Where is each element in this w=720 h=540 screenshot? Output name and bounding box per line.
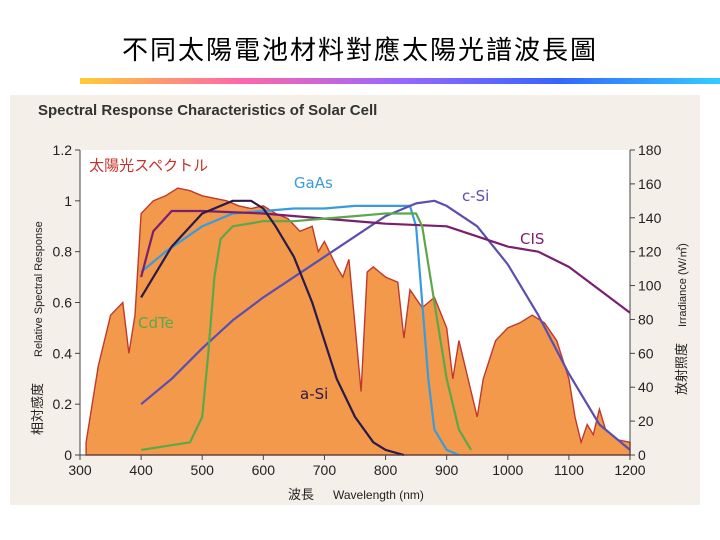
x-tick-label: 1200 — [614, 462, 645, 478]
x-axis-label-cn: 波長 — [288, 488, 314, 503]
x-tick-label: 800 — [374, 462, 398, 478]
y2-tick-label: 180 — [638, 142, 662, 158]
y-tick-label: 1.2 — [53, 142, 73, 158]
x-tick-label: 1000 — [492, 462, 523, 478]
y2-tick-label: 80 — [638, 311, 654, 327]
x-tick-label: 700 — [313, 462, 337, 478]
y2-axis-label-cn: 放射照度 — [674, 343, 690, 395]
series-line-gaas — [140, 204, 460, 457]
slide-title: 不同太陽電池材料對應太陽光譜波長圖 — [121, 36, 598, 66]
y2-tick-label: 120 — [638, 244, 662, 260]
y-tick-label: 0.2 — [53, 396, 73, 412]
chart-title: Spectral Response Characteristics of Sol… — [38, 102, 377, 119]
y2-tick-label: 140 — [638, 210, 662, 226]
y2-tick-label: 160 — [638, 176, 662, 192]
y-axis-label-cn: 相対感度 — [30, 383, 46, 435]
x-tick-label: 400 — [129, 462, 153, 478]
x-tick-label: 300 — [68, 462, 92, 478]
series-line-c-si — [140, 199, 631, 451]
y2-tick-label: 60 — [638, 345, 654, 361]
annotation-c-si: c-Si — [462, 187, 489, 205]
y2-tick-label: 40 — [638, 379, 654, 395]
title-rule — [80, 78, 720, 84]
y-tick-label: 0.4 — [53, 345, 73, 361]
annotation-layer: 太陽光スペクトル GaAs c-Si CIS CdTe a-Si — [89, 156, 544, 403]
solar-spectrum-area — [85, 187, 631, 456]
annotation-a-si: a-Si — [300, 385, 328, 403]
x-tick-label: 500 — [191, 462, 215, 478]
y-tick-label: 0.8 — [53, 244, 73, 260]
y-tick-label: 0.6 — [53, 295, 73, 311]
y2-tick-label: 20 — [638, 413, 654, 429]
annotation-cis: CIS — [520, 230, 544, 248]
x-tick-label: 1100 — [554, 462, 584, 478]
x-tick-label: 900 — [435, 462, 459, 478]
y2-tick-label: 0 — [638, 447, 646, 463]
annotation-spectrum: 太陽光スペクトル — [89, 156, 208, 174]
x-axis-label-en: Wavelength (nm) — [333, 488, 424, 502]
series-line-cdte — [140, 212, 473, 451]
axis-layer: 300 400 500 600 700 800 900 1000 1100 120000.20.4… — [53, 142, 662, 478]
y2-axis-label-en: Irradiance (W/㎡) — [676, 243, 689, 327]
chart-panel: Spectral Response Characteristics of Sol… — [10, 95, 700, 505]
series-layer — [140, 199, 631, 457]
y-tick-label: 1 — [64, 193, 72, 209]
series-line-a-si — [140, 199, 405, 457]
spectral-response-chart: Spectral Response Characteristics of Sol… — [30, 102, 690, 503]
y-axis-label-en: Relative Spectral Response — [33, 221, 45, 357]
series-line-cis — [140, 209, 631, 314]
spectrum-layer — [85, 187, 631, 456]
y2-tick-label: 100 — [638, 278, 662, 294]
annotation-gaas: GaAs — [294, 174, 333, 192]
annotation-cdte: CdTe — [138, 314, 174, 332]
y-tick-label: 0 — [64, 447, 72, 463]
x-tick-label: 600 — [252, 462, 276, 478]
